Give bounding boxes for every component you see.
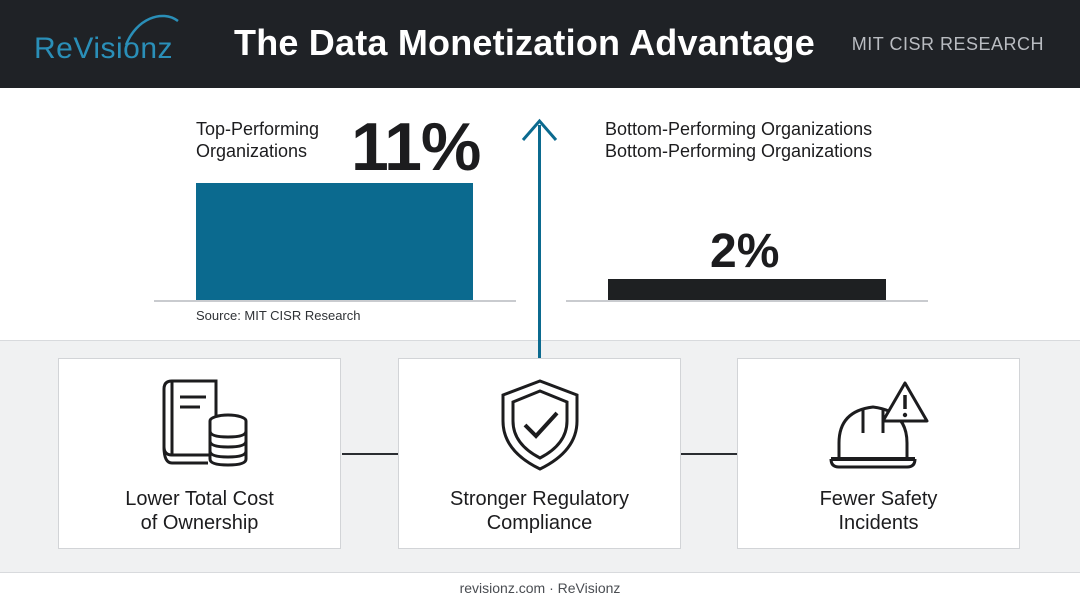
benefit-label-line1: Stronger Regulatory (450, 488, 629, 510)
source-tag: MIT CISR RESEARCH (851, 34, 1044, 54)
bottom-baseline (566, 300, 928, 302)
benefit-label-line2: Compliance (486, 512, 593, 534)
top-label-line2: Organizations (196, 141, 308, 161)
benefit-label-line2: of Ownership (140, 512, 259, 534)
bottom-value: 2% (710, 225, 780, 278)
benefit-label-line2: Incidents (838, 512, 919, 534)
bottom-performer-label: Bottom-Performing Organizations Bottom-P… (605, 118, 872, 162)
top-performer-bar (196, 183, 473, 300)
top-baseline (154, 300, 516, 302)
source-note: Source: MIT CISR Research (196, 308, 361, 323)
logo-text: ReVisionz (34, 32, 174, 65)
up-arrow-icon (521, 118, 558, 141)
top-value: 11% (351, 109, 481, 185)
benefit-card-safety[interactable]: Fewer Safety Incidents (737, 358, 1020, 549)
footer-link[interactable]: revisionz.com · ReVisionz (459, 580, 621, 596)
shield-check-icon (501, 379, 578, 471)
benefit-label: Stronger Regulatory Compliance (399, 487, 680, 535)
benefit-label: Lower Total Cost of Ownership (59, 487, 340, 535)
logo-swoosh-icon (124, 14, 179, 46)
benefit-card-cost[interactable]: Lower Total Cost of Ownership (58, 358, 341, 549)
benefit-card-compliance[interactable]: Stronger Regulatory Compliance (398, 358, 681, 549)
connector-line (342, 453, 398, 455)
connector-line (681, 453, 737, 455)
benefit-label: Fewer Safety Incidents (738, 487, 1019, 535)
brand-logo[interactable]: ReVisionz (34, 14, 179, 67)
bottom-label-line1: Bottom-Performing Organizations (605, 119, 873, 139)
benefit-label-line1: Fewer Safety (819, 488, 938, 510)
up-arrow-line (538, 125, 541, 358)
benefit-label-line1: Lower Total Cost (125, 488, 274, 510)
hardhat-warning-icon (829, 381, 928, 469)
header-bar: ReVisionz The Data Monetization Advantag… (0, 0, 1080, 88)
top-label-line1: Top-Performing (196, 119, 320, 139)
bottom-performer-bar (608, 279, 886, 300)
bottom-label-line2: Bottom-Performing Organizations (605, 141, 873, 161)
footer-bar: revisionz.com · ReVisionz (0, 572, 1080, 604)
page-title: The Data Monetization Advantage (234, 22, 815, 63)
top-performer-label: Top-Performing Organizations (196, 118, 319, 162)
book-coins-icon (162, 379, 247, 467)
